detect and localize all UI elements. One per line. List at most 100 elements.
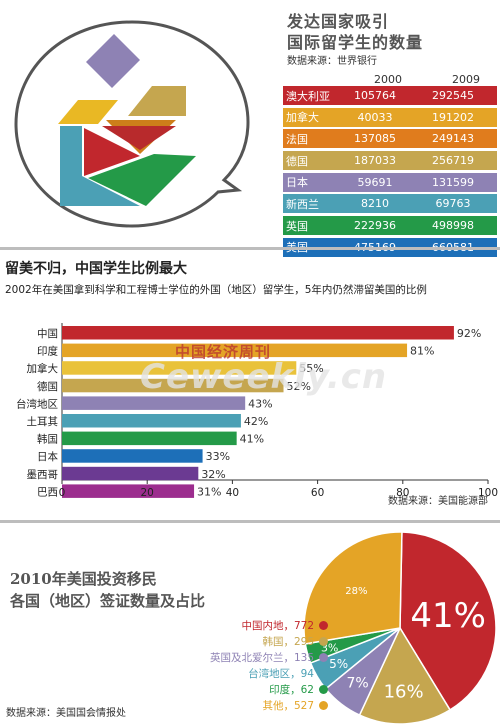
table-cell-2009: 69763 xyxy=(435,197,471,211)
table-row: 法国 137085 249143 xyxy=(283,129,497,149)
divider-2 xyxy=(0,520,500,523)
table-cell-2009: 292545 xyxy=(432,89,474,102)
table-cell-2000: 187033 xyxy=(354,154,396,168)
students-table: 澳大利亚 105764 292545 加拿大 40033 191202 法国 137085 24… xyxy=(283,86,497,260)
table-cell-2000: 40033 xyxy=(357,110,393,124)
section-stay-rate: 留美不归，中国学生比例最大 2002年在美国拿到科学和工程博士学位的外国（地区）… xyxy=(0,252,500,520)
column-header-2000: 2000 xyxy=(374,73,402,86)
table-cell-country: 英国 xyxy=(286,219,308,233)
table-cell-country: 德国 xyxy=(286,154,308,168)
table-cell-2000: 222936 xyxy=(354,219,396,233)
legend-dot xyxy=(319,621,328,630)
legend-dot xyxy=(319,637,328,646)
stay-rate-bar-chart: 中国 92% 印度 81% 加拿大 55% 德国 52% 台湾地区 43% 土耳其 42% 韩国 41% 日… xyxy=(16,323,498,499)
table-cell-country: 法国 xyxy=(286,132,308,146)
divider-1 xyxy=(0,247,500,250)
bar-value-label: 31% xyxy=(197,485,221,498)
section-investment-visa: 41% 16% 7% 5% 3% 28% 2010年美国投资移民 各国（地区）签证数量及占… xyxy=(0,524,500,724)
bar-category-label: 德国 xyxy=(37,380,58,393)
bar xyxy=(62,326,454,340)
section3-title-line1: 2010年美国投资移民 xyxy=(10,570,157,588)
bar xyxy=(62,466,199,481)
table-cell-2009: 256719 xyxy=(432,154,474,168)
table-cell-2009: 249143 xyxy=(432,132,474,146)
tangram-para-yellow xyxy=(58,100,118,124)
legend-dot xyxy=(319,685,328,694)
bar-value-label: 41% xyxy=(240,433,264,446)
section-foreign-students: 发达国家吸引 国际留学生的数量 数据来源：世界银行 2000 2009 澳大利亚… xyxy=(0,0,500,257)
bar-value-label: 43% xyxy=(248,397,272,410)
table-row: 英国 222936 498998 xyxy=(283,216,497,236)
section3-title-line2: 各国（地区）签证数量及占比 xyxy=(10,592,206,610)
pie-slice-label: 41% xyxy=(410,596,486,636)
section1-title-line2: 国际留学生的数量 xyxy=(287,33,424,52)
tangram-teal xyxy=(60,126,82,206)
x-tick-label: 0 xyxy=(59,487,66,499)
section1-source: 数据来源：世界银行 xyxy=(287,56,377,67)
pie-slice-label: 7% xyxy=(347,676,369,692)
column-header-2009: 2009 xyxy=(452,73,480,86)
table-cell-country: 日本 xyxy=(286,176,308,190)
table-row: 新西兰 8210 69763 xyxy=(283,194,497,214)
bar-category-label: 日本 xyxy=(37,450,58,463)
bar-category-label: 台湾地区 xyxy=(16,397,58,410)
legend-dot xyxy=(319,701,328,710)
table-cell-2009: 498998 xyxy=(432,219,474,233)
table-row: 加拿大 40033 191202 xyxy=(283,107,497,127)
x-tick-label: 60 xyxy=(311,487,324,499)
pie-slice-label: 16% xyxy=(384,682,424,703)
bar-category-label: 巴西 xyxy=(37,486,58,498)
pie-slice xyxy=(399,531,497,711)
visa-pie-chart: 41%16%7%5%3%28% xyxy=(303,531,497,724)
bar-category-label: 土耳其 xyxy=(27,415,59,428)
legend-item-label: 英国及北爱尔兰，135 xyxy=(209,652,314,664)
bar-value-label: 42% xyxy=(244,415,268,428)
pie-slice-label: 28% xyxy=(345,586,367,597)
section1-title-line1: 发达国家吸引 xyxy=(287,12,390,31)
bar xyxy=(62,449,203,463)
legend-dot xyxy=(319,669,328,678)
tangram-tri-gold xyxy=(128,86,186,116)
bar-value-label: 32% xyxy=(201,468,225,481)
pie-slice-label: 5% xyxy=(329,657,348,671)
bar-category-label: 韩国 xyxy=(37,433,58,446)
bar-value-label: 92% xyxy=(457,327,481,340)
section2-source: 数据来源：美国能源部 xyxy=(388,496,488,507)
legend-item-label: 中国内地，772 xyxy=(241,620,314,632)
bar xyxy=(62,361,297,375)
table-row: 澳大利亚 105764 292545 xyxy=(283,86,497,105)
section2-subtitle: 2002年在美国拿到科学和工程博士学位的外国（地区）留学生，5年内仍然滞留美国的… xyxy=(5,284,427,296)
legend-item-label: 台湾地区，94 xyxy=(248,668,314,680)
legend-item-label: 其他，527 xyxy=(262,700,314,712)
legend-item-label: 韩国，295 xyxy=(262,636,314,648)
table-cell-2000: 59691 xyxy=(357,175,393,189)
table-cell-country: 加拿大 xyxy=(286,111,319,125)
table-cell-2009: 131599 xyxy=(432,175,474,189)
tangram-green xyxy=(88,154,196,206)
table-cell-2009: 191202 xyxy=(432,110,474,124)
bar-category-label: 印度 xyxy=(37,345,58,358)
bar xyxy=(62,484,195,498)
bar xyxy=(62,414,241,428)
tangram-tri-red xyxy=(84,128,140,176)
bar xyxy=(62,396,246,410)
bar-category-label: 墨西哥 xyxy=(27,469,59,481)
bar-category-label: 加拿大 xyxy=(27,362,59,375)
table-cell-2000: 137085 xyxy=(354,132,396,146)
bar-value-label: 52% xyxy=(287,380,311,393)
tangram-square-purple xyxy=(86,34,140,88)
section2-title: 留美不归，中国学生比例最大 xyxy=(5,261,187,277)
bar xyxy=(62,431,237,446)
table-row: 日本 59691 131599 xyxy=(283,172,497,192)
tangram-teal-tri xyxy=(82,176,140,206)
bar-category-label: 中国 xyxy=(37,327,58,340)
pie-slice xyxy=(303,531,403,645)
table-cell-country: 新西兰 xyxy=(286,197,319,211)
bar xyxy=(62,378,284,393)
tangram-tri-red-2 xyxy=(102,126,176,150)
x-tick-label: 80 xyxy=(396,487,409,499)
section3-source: 数据来源：美国国会情报处 xyxy=(6,708,126,719)
x-tick-label: 20 xyxy=(141,487,154,499)
table-row: 德国 187033 256719 xyxy=(283,151,497,171)
table-cell-2000: 8210 xyxy=(361,197,389,211)
